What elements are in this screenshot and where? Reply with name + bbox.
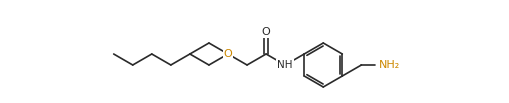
Text: NH: NH: [277, 60, 292, 70]
Text: NH₂: NH₂: [379, 60, 400, 70]
Text: O: O: [223, 49, 232, 59]
Text: O: O: [261, 27, 270, 37]
